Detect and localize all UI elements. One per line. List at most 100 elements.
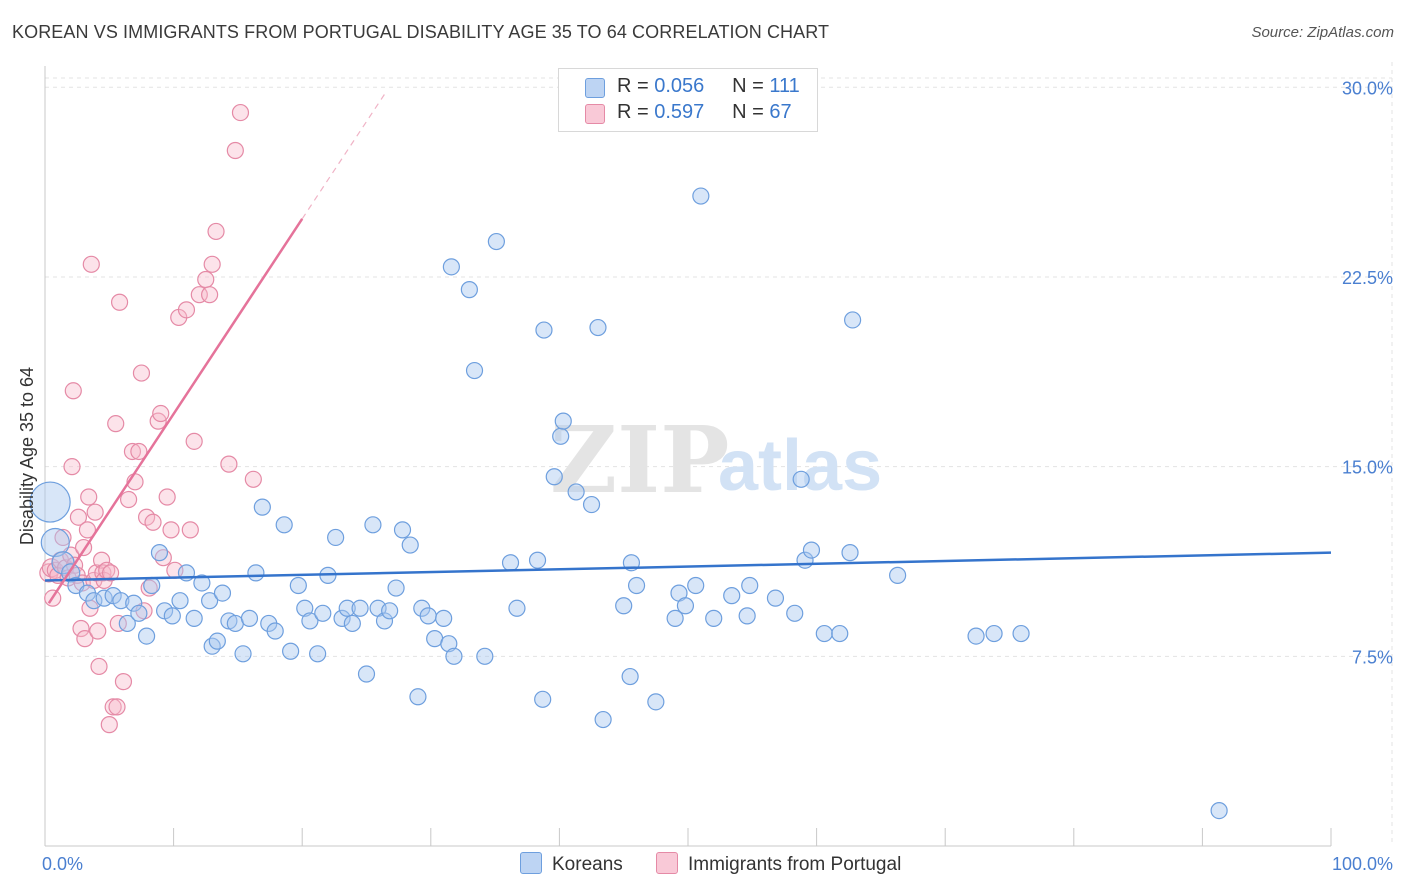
portugal-point <box>69 508 88 526</box>
portugal-point <box>82 255 100 273</box>
korean-point <box>615 597 633 615</box>
korean-point <box>137 627 156 645</box>
korean-point <box>647 693 665 711</box>
korean-point <box>309 645 327 663</box>
legend-swatch-portugal <box>585 104 605 124</box>
portugal-point <box>76 630 94 648</box>
portugal-point <box>177 301 196 319</box>
portugal-point <box>231 103 250 122</box>
korean-point <box>705 609 723 627</box>
korean-point <box>460 281 478 299</box>
portugal-point <box>63 458 81 476</box>
korean-point <box>723 587 741 605</box>
korean-point <box>666 609 684 627</box>
portugal-point <box>101 564 120 582</box>
korean-point <box>440 635 458 653</box>
korean-point <box>364 516 382 534</box>
correlation-legend: R = 0.056 N = 111 R = 0.597 N = 67 <box>558 68 818 132</box>
portugal-points <box>39 103 262 734</box>
korean-point <box>193 574 211 592</box>
korean-point <box>589 318 607 337</box>
bottom-legend-portugal: Immigrants from Portugal <box>656 852 901 876</box>
korean-point <box>419 607 437 625</box>
korean-point <box>692 187 710 205</box>
portugal-point <box>207 222 225 241</box>
korean-point <box>275 516 293 534</box>
korean-point <box>208 632 226 650</box>
portugal-point <box>158 488 176 506</box>
portugal-point <box>130 442 148 461</box>
korean-point <box>1210 801 1228 820</box>
axes <box>44 66 1332 847</box>
portugal-point <box>80 488 98 506</box>
y-tick-label: 7.5% <box>1352 647 1393 667</box>
x-tick-label: 0.0% <box>42 854 83 874</box>
legend-n-value-portugal: 67 <box>769 101 792 123</box>
korean-point <box>338 599 356 617</box>
korean-point <box>786 604 804 622</box>
korean-point <box>802 541 821 559</box>
korean-point <box>792 470 810 488</box>
korean-point <box>831 624 849 643</box>
portugal-trend-line <box>47 218 304 604</box>
portugal-point <box>220 455 238 473</box>
korean-point <box>841 544 859 562</box>
portugal-point <box>201 286 219 304</box>
korean-point <box>118 614 136 633</box>
korean-point <box>171 592 189 610</box>
korean-point <box>476 647 494 665</box>
portugal-point <box>89 622 107 640</box>
korean-point <box>150 544 169 562</box>
portugal-point <box>140 579 158 597</box>
korean-point <box>234 645 252 663</box>
korean-point <box>594 710 612 729</box>
korean-point <box>327 528 345 547</box>
chart-source: Source: ZipAtlas.com <box>1251 24 1394 41</box>
korean-point <box>240 609 259 627</box>
portugal-point <box>181 521 199 539</box>
portugal-point <box>92 551 111 569</box>
korean-point <box>112 592 130 610</box>
korean-point <box>409 688 427 706</box>
korean-point <box>508 599 526 617</box>
watermark-zip: ZIP <box>550 406 729 514</box>
korean-point <box>282 642 300 660</box>
korean-point <box>401 536 419 554</box>
portugal-point <box>86 503 104 521</box>
korean-point <box>738 607 756 625</box>
portugal-point <box>197 270 215 289</box>
korean-point <box>393 521 412 539</box>
korean-point <box>296 599 314 617</box>
korean-point <box>465 361 484 380</box>
korean-point <box>387 579 405 597</box>
korean-point <box>143 576 161 595</box>
korean-point <box>534 690 552 708</box>
korean-point <box>213 584 232 602</box>
portugal-point <box>119 490 138 509</box>
korean-point <box>85 592 103 610</box>
korean-point <box>253 498 271 516</box>
portugal-point <box>110 293 129 311</box>
korean-point <box>985 624 1003 643</box>
korean-point <box>766 589 785 607</box>
x-tick-label: 100.0% <box>1332 854 1393 874</box>
korean-point <box>552 427 570 445</box>
korean-point <box>535 321 553 339</box>
korean-point <box>185 609 203 627</box>
legend-r-value-portugal: 0.597 <box>654 101 705 123</box>
korean-point <box>29 481 71 523</box>
portugal-point <box>203 255 221 273</box>
portugal-point <box>123 442 142 461</box>
bottom-legend-koreans: Koreans <box>520 852 623 876</box>
korean-point <box>163 607 181 625</box>
korean-point <box>125 594 143 612</box>
korean-point <box>487 232 505 251</box>
korean-point <box>621 667 639 686</box>
legend-r-label: R = <box>617 75 649 97</box>
korean-point <box>343 614 361 633</box>
legend-swatch-koreans <box>585 78 605 98</box>
korean-points <box>29 187 1228 820</box>
bottom-legend-swatch-koreans <box>520 852 542 874</box>
korean-point <box>203 637 221 655</box>
